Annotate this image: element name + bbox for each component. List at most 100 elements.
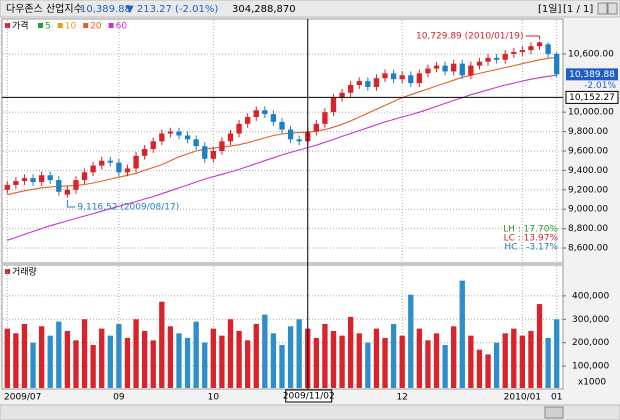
candle-body bbox=[322, 112, 328, 124]
last-price: 10,389.88 bbox=[569, 70, 615, 80]
candle-body bbox=[176, 131, 182, 136]
volume-bar bbox=[21, 323, 28, 388]
legend-label: 5 bbox=[45, 22, 51, 32]
candle-body bbox=[21, 178, 28, 182]
volume-bar bbox=[348, 316, 354, 388]
candle-body bbox=[219, 141, 225, 151]
volume-bar bbox=[99, 328, 105, 388]
candle-body bbox=[99, 160, 105, 166]
candle-body bbox=[133, 155, 139, 169]
volume-bar bbox=[322, 323, 328, 388]
candle-body bbox=[536, 42, 543, 47]
y-tick-label: 200,000 bbox=[572, 338, 609, 348]
volume-bar bbox=[425, 340, 431, 388]
x-tick-label: 12 bbox=[396, 393, 407, 403]
legend-swatch bbox=[108, 23, 114, 28]
legend-label: 60 bbox=[116, 22, 128, 32]
volume-bar bbox=[451, 326, 457, 388]
stat-label: LH : 17.70% bbox=[503, 225, 558, 235]
candle-body bbox=[107, 160, 113, 163]
header-volume: 304,288,870 bbox=[232, 4, 296, 15]
volume-bar bbox=[124, 337, 131, 388]
candle-body bbox=[279, 121, 285, 130]
volume-bar bbox=[356, 333, 362, 388]
volume-bar bbox=[519, 335, 526, 388]
x-tick-label: 09 bbox=[113, 393, 125, 403]
candle-body bbox=[4, 184, 10, 190]
header-price: 10,389.88 bbox=[80, 4, 131, 15]
volume-bar bbox=[47, 335, 53, 388]
volume-bar bbox=[184, 337, 191, 388]
min-annotation: 9,116.52 (2009/08/17) bbox=[77, 203, 179, 213]
x-tick-label: 2009/07 bbox=[4, 393, 41, 403]
volume-bar bbox=[107, 335, 113, 388]
candle-body bbox=[399, 75, 405, 80]
candle-body bbox=[339, 92, 345, 98]
volume-legend-marker bbox=[5, 269, 10, 274]
volume-bar bbox=[459, 280, 465, 388]
candle-body bbox=[47, 175, 53, 181]
candle-body bbox=[30, 178, 36, 183]
price-panel-label: 가격 bbox=[12, 20, 29, 32]
volume-bar bbox=[245, 340, 251, 388]
candle-body bbox=[159, 133, 165, 142]
scrollbar[interactable] bbox=[0, 404, 620, 420]
candle-body bbox=[493, 57, 500, 60]
legend-swatch bbox=[83, 23, 89, 28]
candle-body bbox=[81, 172, 88, 181]
prev-button[interactable] bbox=[597, 2, 608, 15]
y-tick-label: 300,000 bbox=[572, 315, 609, 325]
period-button[interactable]: [1일] bbox=[538, 3, 561, 15]
volume-bar bbox=[468, 335, 474, 388]
candle-body bbox=[296, 139, 302, 142]
candle-body bbox=[38, 175, 45, 183]
volume-bar bbox=[536, 304, 543, 388]
crosshair-date: 2009/11/02 bbox=[283, 392, 335, 402]
price-legend-marker bbox=[5, 23, 10, 28]
candle-body bbox=[330, 97, 337, 113]
volume-bar bbox=[493, 342, 500, 388]
volume-bar bbox=[176, 333, 182, 388]
y-tick-label: 9,200.00 bbox=[568, 185, 608, 195]
volume-bar bbox=[56, 321, 62, 388]
candle-body bbox=[519, 50, 526, 53]
volume-bar bbox=[73, 340, 79, 388]
crosshair-price: 10,152.27 bbox=[569, 93, 615, 103]
volume-bar bbox=[554, 319, 560, 388]
change-label: -2.01% bbox=[584, 81, 616, 91]
volume-bar bbox=[150, 340, 156, 388]
volume-bar bbox=[38, 326, 45, 388]
crosshair-date-tag bbox=[285, 389, 333, 403]
volume-bar bbox=[485, 354, 491, 388]
volume-bar bbox=[193, 321, 199, 388]
scroll-thumb[interactable] bbox=[544, 406, 564, 419]
page-indicator: [1 / 1] bbox=[563, 4, 593, 15]
legend-swatch bbox=[57, 23, 63, 28]
volume-unit: x1000 bbox=[578, 378, 607, 388]
x-tick-label: 01 bbox=[551, 393, 562, 403]
candle-body bbox=[511, 52, 517, 54]
y-tick-label: 9,400.00 bbox=[568, 166, 608, 176]
candle-body bbox=[262, 110, 268, 115]
ma-line bbox=[7, 56, 557, 196]
volume-bar bbox=[116, 323, 122, 388]
next-button[interactable] bbox=[607, 2, 618, 15]
volume-bar bbox=[313, 337, 319, 388]
volume-bar bbox=[382, 337, 388, 388]
candle-body bbox=[356, 81, 362, 86]
candle-body bbox=[416, 73, 423, 84]
volume-bar bbox=[262, 314, 268, 388]
volume-bar bbox=[227, 319, 234, 388]
volume-bar bbox=[296, 319, 302, 388]
volume-bar bbox=[373, 328, 380, 388]
header-bar bbox=[0, 0, 620, 18]
candle-body bbox=[193, 139, 199, 147]
candle-body bbox=[227, 133, 234, 142]
max-leader bbox=[525, 35, 541, 40]
x-tick-label: 10 bbox=[208, 393, 220, 403]
volume-bar bbox=[399, 335, 405, 388]
volume-bar bbox=[133, 319, 139, 388]
candle-body bbox=[313, 123, 319, 132]
candle-body bbox=[124, 168, 131, 173]
last-price-tag bbox=[566, 68, 618, 81]
